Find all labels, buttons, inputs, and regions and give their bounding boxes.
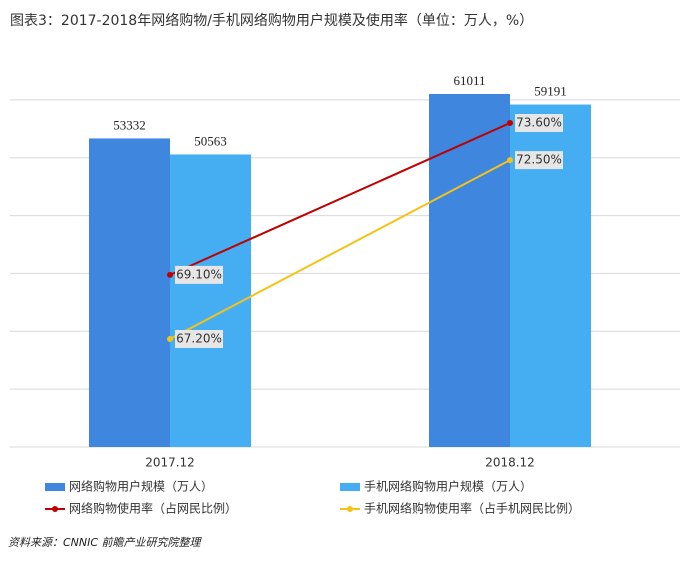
line-value-label: 69.10%	[176, 267, 222, 281]
line	[169, 122, 511, 276]
bar	[429, 94, 510, 447]
line-point	[507, 157, 513, 164]
line-point	[167, 336, 173, 342]
bar	[170, 154, 251, 448]
bar	[89, 138, 170, 447]
legend-label: 手机网络购物用户规模（万人）	[364, 479, 532, 494]
label-box	[515, 114, 563, 132]
label-box	[175, 265, 223, 284]
line-value-label: 73.60%	[516, 116, 562, 130]
line-point	[507, 120, 513, 126]
line	[169, 159, 511, 340]
line-point	[167, 271, 173, 278]
x-tick-label: 2017.12	[145, 456, 195, 470]
x-tick-label: 2018.12	[485, 456, 535, 470]
chart-title: 图表3：2017-2018年网络购物/手机网络购物用户规模及使用率（单位：万人，…	[10, 12, 533, 29]
bar-value-label: 53332	[113, 117, 146, 132]
legend-swatch	[45, 483, 65, 491]
legend-label: 手机网络购物使用率（占手机网民比例）	[364, 501, 580, 516]
line-value-label: 72.50%	[516, 153, 562, 167]
label-box	[175, 330, 223, 348]
bar-value-label: 61011	[453, 73, 485, 88]
legend-label: 网络购物用户规模（万人）	[69, 479, 213, 494]
legend-swatch	[340, 483, 360, 491]
label-box	[515, 151, 563, 170]
line-value-label: 67.20%	[176, 332, 222, 346]
legend-label: 网络购物使用率（占网民比例）	[69, 501, 237, 516]
bar-value-label: 50563	[194, 133, 227, 148]
source-note: 资料来源：CNNIC 前瞻产业研究院整理	[8, 536, 203, 549]
legend-swatch	[52, 506, 58, 512]
bar-value-label: 59191	[534, 84, 567, 99]
legend-swatch	[347, 506, 353, 512]
